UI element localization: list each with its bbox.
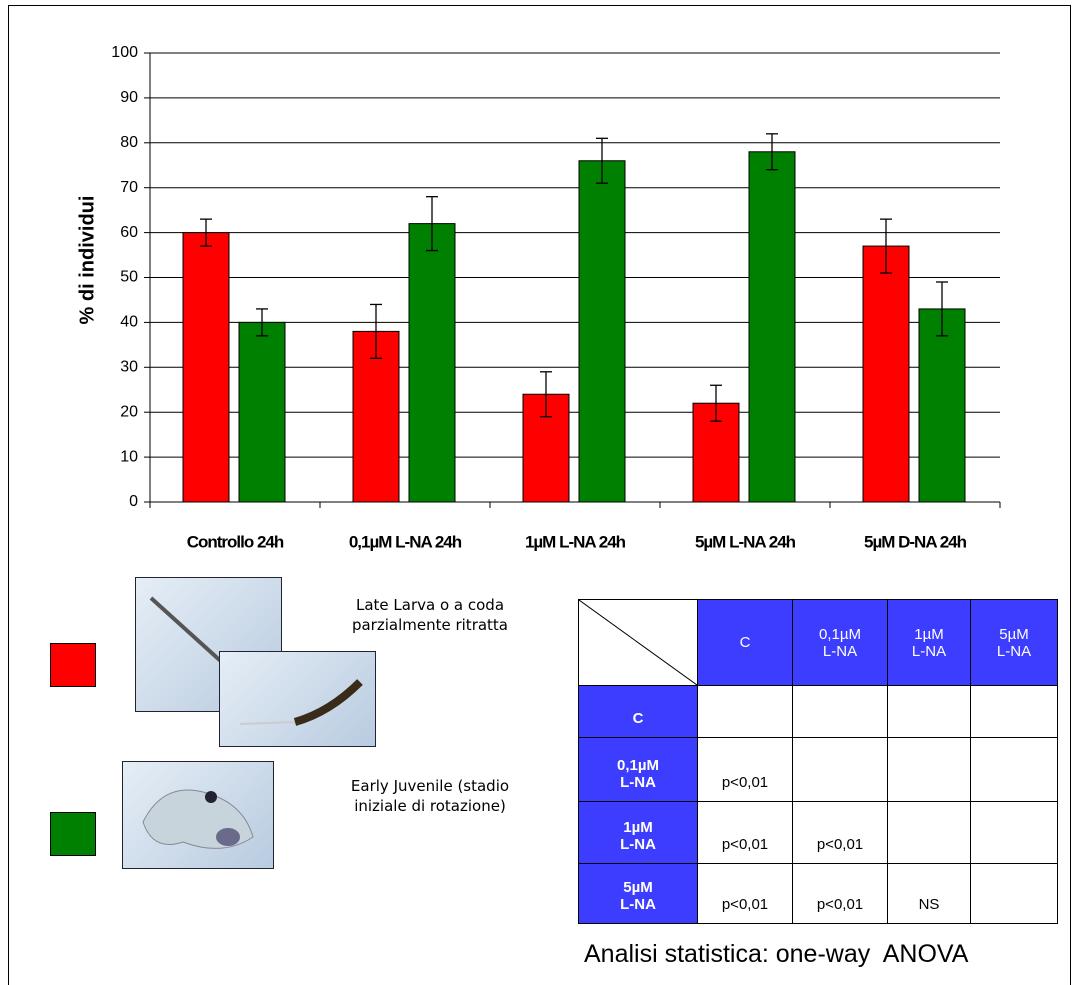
table-cell [793, 738, 888, 802]
table-cell [971, 686, 1058, 738]
legend-label: Late Larva o a coda parzialmente ritratt… [330, 595, 530, 635]
cell-text: 0,1µM [579, 757, 697, 774]
diagonal [579, 600, 697, 685]
y-tick-label: 100 [111, 44, 138, 61]
y-tick-label: 80 [120, 134, 138, 151]
y-tick-label: 10 [120, 448, 138, 465]
cell-text: L-NA [793, 643, 887, 660]
cell-text: C [579, 710, 697, 727]
bar [579, 161, 625, 502]
table-cell: p<0,01 [698, 802, 793, 864]
table-cell: p<0,01 [698, 864, 793, 924]
table-cell: p<0,01 [793, 802, 888, 864]
cell-text: L-NA [971, 643, 1057, 660]
table-cell [888, 802, 971, 864]
cell-text: C [698, 634, 792, 651]
x-tick-label: 5µM L-NA 24h [695, 532, 796, 551]
y-axis-label: % di individui [76, 196, 98, 325]
bar [863, 246, 909, 502]
cell-text: L-NA [579, 836, 697, 853]
page: % di individui 0 10 20 30 40 50 60 70 80 90 100 Con… [0, 0, 1081, 985]
y-tick-label: 20 [120, 403, 138, 420]
table-cell: p<0,01 [698, 738, 793, 802]
table-cell: C [579, 686, 698, 738]
x-tick-label: 1µM L-NA 24h [525, 532, 626, 551]
y-tick-label: 70 [120, 179, 138, 196]
cell-text: L-NA [888, 643, 970, 660]
cell-text: 1µM [579, 819, 697, 836]
y-tick-label: 0 [129, 493, 138, 510]
legend-swatch [50, 812, 96, 856]
table-cell: NS [888, 864, 971, 924]
table-cell: p<0,01 [793, 864, 888, 924]
bar [183, 233, 229, 502]
table-cell [793, 686, 888, 738]
x-tick-label: 5µM D-NA 24h [864, 532, 967, 551]
x-tick-label: Controllo 24h [187, 532, 284, 551]
table-cell [579, 600, 698, 686]
cell-text: 0,1µM [793, 626, 887, 643]
table-cell [971, 738, 1058, 802]
caption: Analisi statistica: one-way ANOVA [584, 940, 968, 969]
y-tick-label: 90 [120, 89, 138, 106]
table-cell [698, 686, 793, 738]
cell-text: 1µM [888, 626, 970, 643]
table-cell: C [698, 600, 793, 686]
table-cell [888, 738, 971, 802]
photo [219, 651, 376, 747]
bar [409, 224, 455, 502]
bar [239, 322, 285, 502]
y-tick-label: 60 [120, 224, 138, 241]
cell-text: 5µM [971, 626, 1057, 643]
y-tick-label: 40 [120, 314, 138, 331]
y-tick-label: 30 [120, 359, 138, 376]
table-cell [971, 864, 1058, 924]
bar [749, 152, 795, 502]
cell-text: L-NA [579, 896, 697, 913]
legend-label: Early Juvenile (stadio iniziale di rotaz… [330, 776, 530, 816]
cell-text: 5µM [579, 879, 697, 896]
table-cell [971, 802, 1058, 864]
y-tick-label: 50 [120, 269, 138, 286]
table-cell [888, 686, 971, 738]
x-tick-label: 0,1µM L-NA 24h [349, 532, 462, 551]
photo [122, 761, 274, 869]
chart: % di individui 0 10 20 30 40 50 60 70 80 90 100 Con… [0, 0, 1081, 570]
bar [919, 309, 965, 502]
cell-text: L-NA [579, 774, 697, 791]
legend-swatch [50, 643, 96, 687]
